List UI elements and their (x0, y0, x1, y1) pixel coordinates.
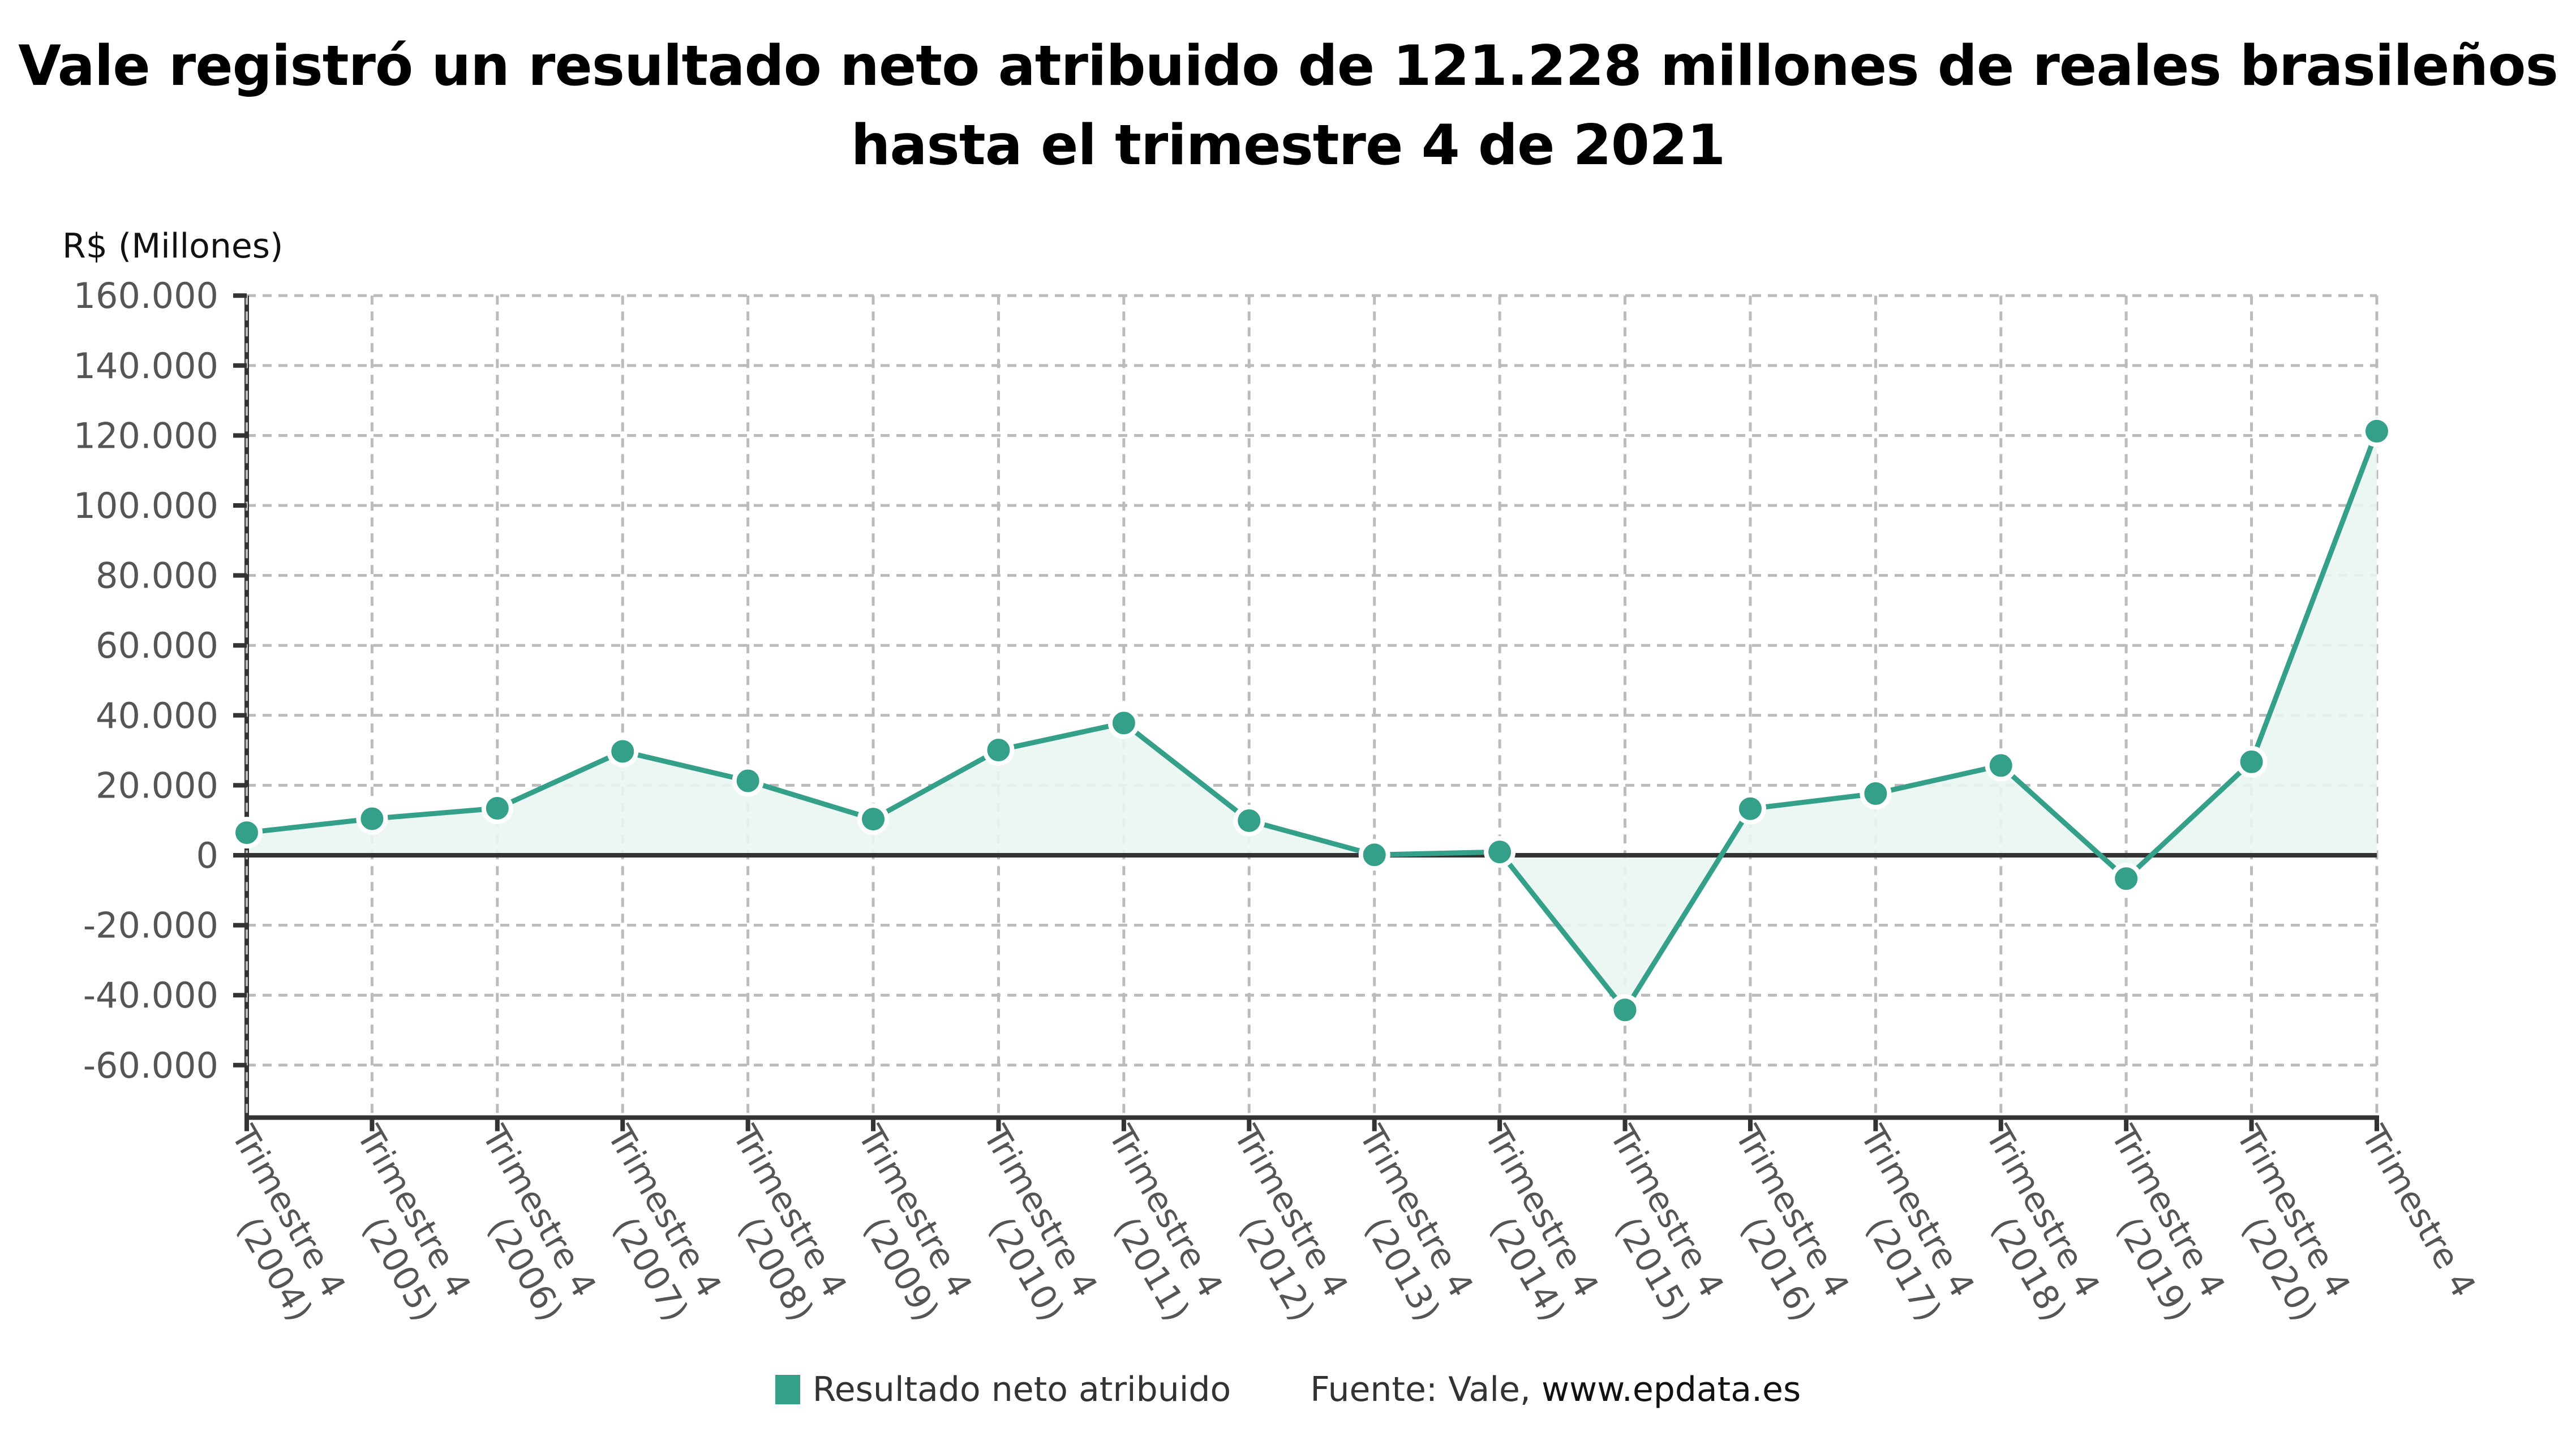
data-point (982, 734, 1015, 766)
y-tick-label: -20.000 (83, 905, 218, 946)
area-path (247, 431, 2377, 1010)
x-axis-ticks: Trimestre 4(2004) Trimestre 4(2005) Trimes… (224, 1117, 2484, 1328)
x-tick-label: Trimestre 4(2013) (1351, 1118, 1481, 1328)
x-tick-label: Trimestre 4(2005) (349, 1118, 479, 1328)
y-tick-label: -60.000 (83, 1045, 218, 1086)
y-tick-label: 20.000 (96, 765, 218, 806)
legend-swatch (775, 1375, 800, 1404)
data-point (1233, 804, 1265, 837)
source-note: Fuente: Vale, www.epdata.es (1310, 1370, 1801, 1409)
x-tick-label: Trimestre 4(2018) (1977, 1118, 2107, 1328)
area-fill (247, 431, 2377, 1010)
x-tick-label: Trimestre 4(2017) (1852, 1118, 1982, 1328)
y-axis-ticks: 160.000 140.000 120.000 100.000 80.000 60.000… (74, 275, 247, 1086)
y-tick-label: 40.000 (96, 695, 218, 736)
data-point (231, 817, 263, 849)
gridlines (247, 294, 2378, 1118)
x-tick-label: Trimestre 4(2006) (474, 1118, 604, 1328)
x-tick-label: Trimestre 4(2007) (599, 1118, 729, 1328)
x-tick-label: Trimestre 4(2004) (224, 1118, 354, 1328)
y-tick-label: 100.000 (74, 485, 218, 526)
axes (244, 295, 2379, 1120)
data-point (1358, 839, 1390, 871)
legend: Resultado neto atribuido Fuente: Vale, w… (0, 1370, 2576, 1409)
y-tick-label: -40.000 (83, 975, 218, 1016)
source-prefix: Fuente: Vale, (1310, 1370, 1542, 1409)
x-tick-label: Trimestre 4(2012) (1226, 1118, 1356, 1328)
x-tick-label: Trimestre 4(2019) (2103, 1118, 2233, 1328)
y-tick-label: 140.000 (74, 345, 218, 387)
x-tick-label: Trimestre 4(2008) (724, 1118, 855, 1328)
series-points (231, 415, 2393, 1026)
data-point (356, 803, 388, 835)
data-point (607, 735, 639, 768)
data-point (2361, 415, 2393, 447)
y-tick-label: 80.000 (96, 555, 218, 597)
series-polyline (246, 430, 2380, 1013)
chart-title-line-1: Vale registró un resultado neto atribuid… (18, 34, 2558, 98)
data-point (1734, 792, 1766, 825)
data-point (732, 765, 764, 797)
x-tick-label: Trimestre 4(2015) (1602, 1118, 1732, 1328)
x-tick-label-line1: Trimestre 4 (2354, 1118, 2484, 1304)
x-tick-label: Trimestre 4(2020) (2228, 1118, 2358, 1328)
data-point (1985, 749, 2017, 782)
x-tick-label: Trimestre 4(2009) (850, 1118, 980, 1328)
source-link[interactable]: www.epdata.es (1542, 1370, 1801, 1409)
y-tick-label: 60.000 (96, 625, 218, 666)
legend-item-resultado[interactable]: Resultado neto atribuido (775, 1370, 1231, 1409)
data-point (2235, 745, 2268, 778)
y-tick-label: 0 (196, 835, 218, 876)
data-point (1484, 836, 1516, 868)
x-tick-label: Trimestre 4(2014) (1476, 1118, 1607, 1328)
data-point (1860, 778, 1892, 810)
data-point (1107, 707, 1140, 739)
y-tick-label: 120.000 (74, 415, 218, 456)
data-point (2110, 863, 2143, 895)
x-tick-label: Trimestre 4(2010) (975, 1118, 1105, 1328)
chart-title-line-2: hasta el trimestre 4 de 2021 (851, 113, 1726, 178)
x-tick-label: Trimestre 4 (2354, 1118, 2484, 1304)
data-point (1609, 994, 1641, 1026)
data-point (857, 803, 890, 835)
y-tick-label: 160.000 (74, 275, 218, 316)
series-line (246, 430, 2380, 1013)
x-tick-label: Trimestre 4(2016) (1727, 1118, 1857, 1328)
x-tick-label: Trimestre 4(2011) (1100, 1118, 1230, 1328)
legend-label: Resultado neto atribuido (812, 1370, 1231, 1409)
y-axis-unit-label: R$ (Millones) (62, 226, 284, 266)
data-point (481, 792, 513, 825)
